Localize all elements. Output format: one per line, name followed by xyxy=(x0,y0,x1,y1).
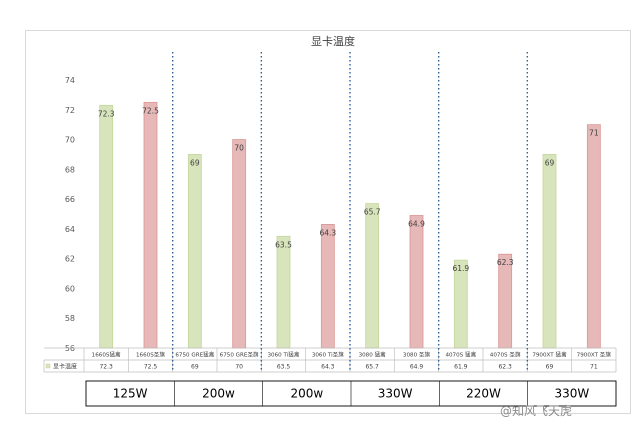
table-category-label: 3060 Ti圣旗 xyxy=(312,351,344,359)
power-label: 125W xyxy=(113,387,148,401)
bar xyxy=(143,101,158,349)
bar-value-label: 65.7 xyxy=(364,208,381,217)
table-value-cell: 61.9 xyxy=(454,364,468,371)
table-category-label: 1660S猛禽 xyxy=(92,351,121,359)
bar xyxy=(232,139,247,349)
table-category-label: 3060 Ti猛禽 xyxy=(267,351,299,359)
power-label: 200w xyxy=(290,387,323,401)
y-tick-label: 56 xyxy=(65,344,75,353)
table-value-cell: 65.7 xyxy=(365,364,379,371)
bar xyxy=(586,124,601,349)
table-category-label: 6750 GRE圣旗 xyxy=(220,351,259,359)
table-category-label: 3080 圣旗 xyxy=(403,351,431,359)
table-value-cell: 72.3 xyxy=(99,364,113,371)
y-tick-label: 68 xyxy=(65,165,75,174)
table-value-cell: 72.5 xyxy=(144,364,158,371)
bar xyxy=(99,104,114,349)
table-value-cell: 64.9 xyxy=(410,364,424,371)
power-label: 220W xyxy=(466,387,501,401)
bar-value-label: 63.5 xyxy=(275,240,292,249)
y-tick-label: 64 xyxy=(65,225,75,234)
chart-frame xyxy=(25,30,631,414)
table-category-label: 7900XT 圣旗 xyxy=(577,351,612,359)
bar-value-label: 69 xyxy=(190,158,200,167)
bar-value-label: 71 xyxy=(589,129,599,138)
table-category-label: 4070S 圣旗 xyxy=(490,351,521,359)
bar-value-label: 69 xyxy=(545,158,555,167)
bar-value-label: 72.5 xyxy=(142,106,159,115)
bar xyxy=(498,253,513,349)
bar-value-label: 64.3 xyxy=(319,228,336,237)
power-label: 330W xyxy=(378,387,413,401)
y-tick-label: 72 xyxy=(65,106,75,115)
chart-title: 显卡温度 xyxy=(311,34,355,48)
bar-value-label: 64.9 xyxy=(408,219,425,228)
bar xyxy=(320,224,335,349)
y-tick-label: 70 xyxy=(65,136,75,145)
bar xyxy=(409,215,424,349)
table-category-label: 7900XT 猛禽 xyxy=(532,351,567,359)
y-tick-label: 62 xyxy=(65,255,75,264)
bar-value-label: 62.3 xyxy=(497,258,514,267)
bar-value-label: 61.9 xyxy=(452,264,469,273)
table-value-cell: 71 xyxy=(590,364,598,371)
table-category-label: 6750 GRE猛禽 xyxy=(175,351,214,359)
table-value-cell: 70 xyxy=(235,364,243,371)
table-value-cell: 64.3 xyxy=(321,364,335,371)
bar xyxy=(187,154,202,349)
y-tick-label: 74 xyxy=(65,76,75,85)
bar xyxy=(276,235,291,349)
table-category-label: 1660S圣旗 xyxy=(136,351,165,359)
y-tick-label: 58 xyxy=(65,314,75,323)
legend-swatch xyxy=(45,363,51,369)
y-tick-label: 66 xyxy=(65,195,75,204)
legend-label: 显卡温度 xyxy=(53,363,77,371)
y-tick-label: 60 xyxy=(65,284,75,293)
watermark: @知风飞天虎 xyxy=(500,404,573,418)
table-value-cell: 63.5 xyxy=(277,364,291,371)
table-category-label: 3080 猛禽 xyxy=(359,351,387,359)
bar-value-label: 72.3 xyxy=(98,109,115,118)
bar-value-label: 70 xyxy=(234,144,244,153)
table-category-label: 4070S 猛禽 xyxy=(445,351,476,359)
table-value-cell: 69 xyxy=(546,364,554,371)
power-label: 330W xyxy=(554,387,589,401)
bar xyxy=(365,203,380,349)
bar xyxy=(453,259,468,349)
table-value-cell: 62.3 xyxy=(498,364,512,371)
power-label: 200w xyxy=(202,387,235,401)
table-value-cell: 69 xyxy=(191,364,199,371)
bar xyxy=(542,154,557,349)
